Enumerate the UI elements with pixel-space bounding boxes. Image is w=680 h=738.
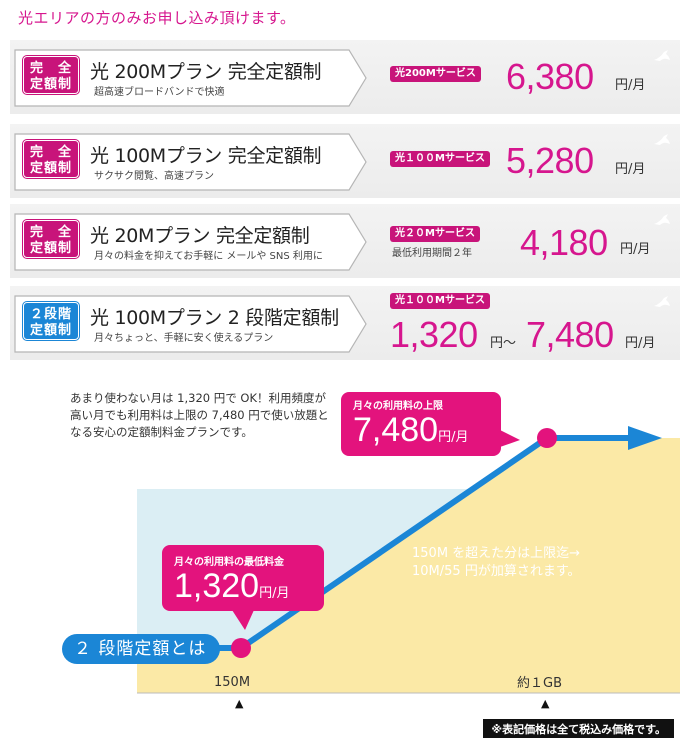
plan-card-100m[interactable]: 完 全定額制 光 100Mプラン 完全定額制 サクサク閲覧、高速プラン 光１００…: [10, 124, 680, 198]
overage-note: 150M を超えた分は上限迄→ 10M/55 円が加算されます。: [412, 546, 581, 579]
plan-badge: 完 全定額制: [23, 220, 79, 258]
plan-subtitle: 月々ちょっと、手軽に安く使えるプラン: [94, 333, 274, 344]
header-notice: 光エリアの方のみお申し込み頂けます。: [18, 9, 296, 27]
min-price-label: 月々の利用料の最低料金: [174, 557, 284, 568]
bird-icon: [654, 50, 670, 61]
price-line-arrowhead: [628, 426, 662, 450]
plan-price-min: 1,320: [390, 314, 478, 355]
bird-icon: [654, 214, 670, 225]
service-tag: 光200Mサービス: [390, 66, 481, 82]
plan-name: 光 100Mプラン 2 段階定額制: [90, 307, 339, 329]
max-price-unit: 円/月: [438, 430, 469, 445]
plan-subtitle: 月々の料金を抑えてお手軽に メールや SNS 利用に: [94, 251, 323, 262]
plan-price: 6,380: [506, 56, 594, 97]
price-unit: 円/月: [620, 242, 651, 257]
plan-name: 光 200Mプラン 完全定額制: [90, 61, 322, 83]
service-tag: 光２０Mサービス: [390, 226, 480, 242]
price-separator: 円～: [490, 336, 517, 351]
max-point: [537, 428, 557, 448]
marker-1gb-icon: ▲: [541, 697, 550, 710]
price-unit: 円/月: [625, 336, 656, 351]
plan-name: 光 20Mプラン 完全定額制: [90, 225, 310, 247]
plan-price-max: 7,480: [526, 314, 614, 355]
plan-description: あまり使わない月は 1,320 円で OK！利用頻度が高い月でも利用料は上限の …: [70, 391, 329, 439]
marker-150m-icon: ▲: [235, 697, 244, 710]
service-tag: 光１００Mサービス: [390, 151, 490, 167]
min-price-value: 1,320: [174, 567, 260, 605]
two-step-explainer-pill: ２ 段階定額とは: [62, 634, 221, 664]
plan-price: 5,280: [506, 140, 594, 181]
plan-subtitle: サクサク閲覧、高速プラン: [94, 171, 214, 182]
plan-badge: 完 全定額制: [23, 140, 79, 178]
plan-card-20m[interactable]: 完 全定額制 光 20Mプラン 完全定額制 月々の料金を抑えてお手軽に メールや…: [10, 204, 680, 278]
x-label-1gb: 約１GB: [517, 676, 562, 691]
price-unit: 円/月: [615, 162, 646, 177]
plan-card-200m[interactable]: 完 全定額制 光 200Mプラン 完全定額制 超高速ブロードバンドで快適 光20…: [10, 40, 680, 114]
max-price-label: 月々の利用料の上限: [353, 401, 443, 412]
plan-name: 光 100Mプラン 完全定額制: [90, 145, 322, 167]
max-price-value: 7,480: [353, 411, 439, 449]
bird-icon: [654, 296, 670, 307]
plan-subtitle: 超高速ブロードバンドで快適: [94, 87, 225, 98]
min-point: [231, 638, 251, 658]
plan-badge: ２段階 定額制: [23, 302, 79, 340]
max-price-callout: 月々の利用料の上限 7,480円/月: [341, 392, 501, 456]
bird-icon: [654, 134, 670, 145]
tax-note: ※表記価格は全て税込み価格です。: [483, 719, 674, 738]
plan-badge: 完 全定額制: [23, 56, 79, 94]
service-tag: 光１００Mサービス: [390, 293, 490, 309]
plan-card-100m-2step[interactable]: ２段階 定額制 光 100Mプラン 2 段階定額制 月々ちょっと、手軽に安く使える…: [10, 286, 680, 360]
min-price-unit: 円/月: [259, 586, 290, 601]
min-price-callout: 月々の利用料の最低料金 1,320円/月: [162, 545, 324, 611]
price-unit: 円/月: [615, 78, 646, 93]
x-label-150m: 150M: [214, 675, 251, 690]
plan-price: 4,180: [520, 222, 608, 263]
service-note: 最低利用期間２年: [392, 248, 472, 259]
